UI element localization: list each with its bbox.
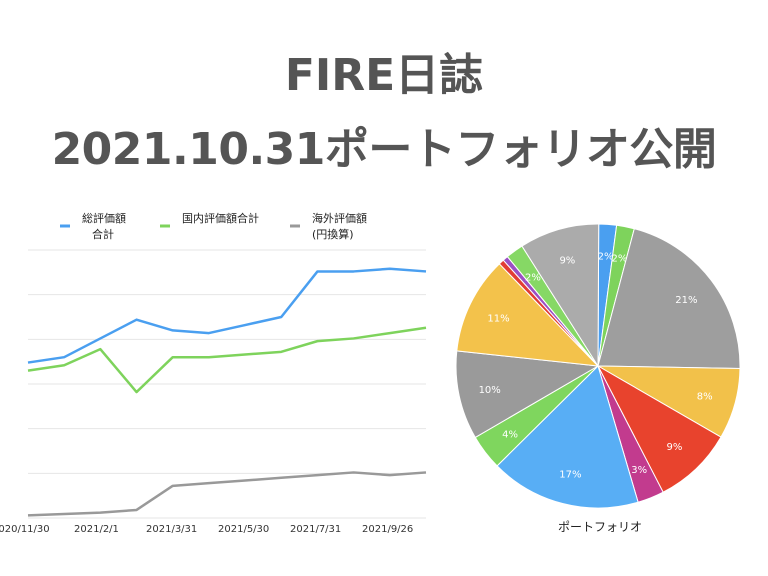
pie-slice-label: 17% xyxy=(559,469,581,480)
pie-slice-label: 3% xyxy=(631,465,647,476)
pie-slice-label: 4% xyxy=(502,429,518,440)
pie-slice-label: 2% xyxy=(612,253,628,264)
series-line xyxy=(27,267,427,364)
pie-chart-xlabel: ポートフォリオ xyxy=(557,520,642,534)
pie-slice xyxy=(596,364,722,493)
pie-slice xyxy=(521,223,600,368)
pie-slice-label: 9% xyxy=(666,442,682,453)
legend-label: 総評価額 xyxy=(82,211,126,225)
pie-slice xyxy=(455,350,600,439)
pie-slice-label: 21% xyxy=(675,295,697,306)
pie-slice-label: 8% xyxy=(697,392,713,403)
pie-slice-label: 9% xyxy=(559,256,575,267)
page-subtitle: 2021.10.31ポートフォリオ公開 xyxy=(51,124,717,175)
page-title: FIRE日誌 xyxy=(284,50,484,101)
pie-slice-label: 2% xyxy=(598,251,614,262)
pie-slice xyxy=(496,365,639,509)
pie-chart: 2%2%21%8%9%3%17%4%10%11%2%9% xyxy=(455,223,741,509)
pie-slice xyxy=(456,263,600,367)
series-line xyxy=(27,471,427,517)
x-tick-label: 2021/5/30 xyxy=(218,524,269,535)
x-tick-label: 2021/3/31 xyxy=(146,524,197,535)
x-tick-label: 2021/7/31 xyxy=(290,524,341,535)
pie-slice-label: 10% xyxy=(479,385,501,396)
legend-label: (円換算) xyxy=(312,227,354,241)
pie-slice-label: 2% xyxy=(525,272,541,283)
pie-slice-label: 11% xyxy=(487,313,509,324)
x-tick-label: 2021/9/26 xyxy=(362,524,413,535)
legend-label: 海外評価額 xyxy=(312,211,367,225)
legend-label: 国内評価額合計 xyxy=(182,211,259,225)
series-line xyxy=(27,326,427,394)
legend-label: 合計 xyxy=(92,227,114,241)
x-tick-label: 2020/11/30 xyxy=(0,524,50,535)
pie-slice xyxy=(597,228,741,370)
x-tick-label: 2021/2/1 xyxy=(74,524,119,535)
